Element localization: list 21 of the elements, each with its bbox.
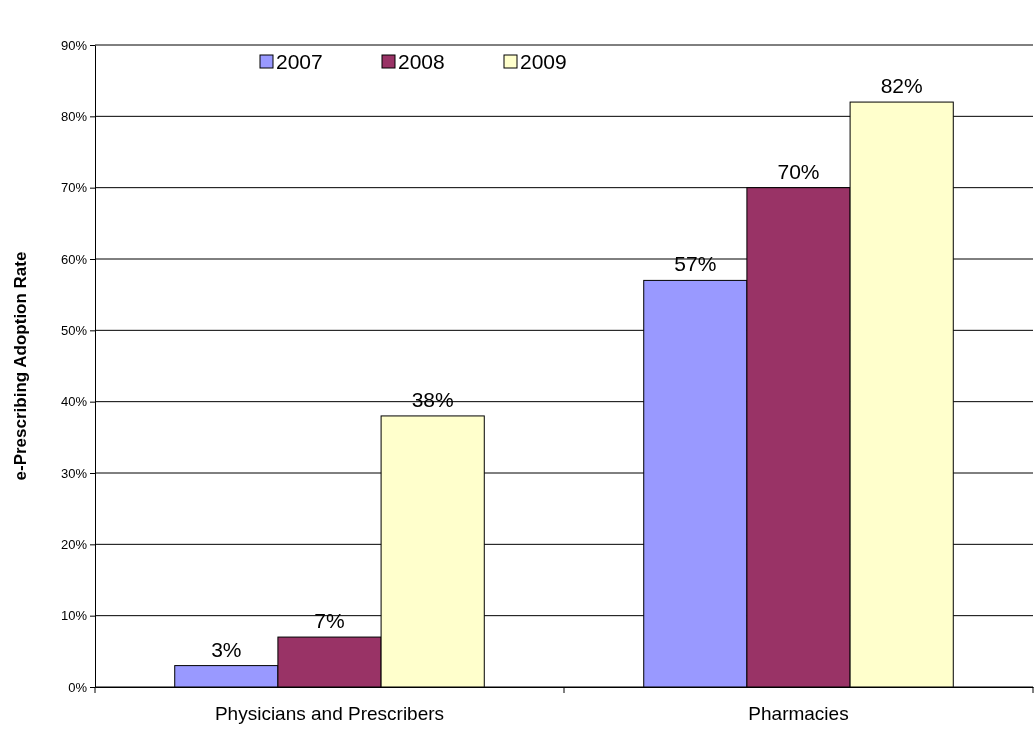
legend-label: 2008 <box>398 50 445 74</box>
y-tick-label: 60% <box>60 251 88 267</box>
legend-label: 2009 <box>520 50 567 74</box>
y-tick-label: 0% <box>68 679 88 695</box>
x-tick-label: Physicians and Prescribers <box>214 703 445 725</box>
y-tick-label: 40% <box>60 394 88 410</box>
y-axis-title: e-Prescribing Adoption Rate <box>10 251 30 481</box>
y-tick-label: 30% <box>60 465 88 481</box>
text: 70% <box>777 159 820 183</box>
y-tick-label: 80% <box>60 108 88 124</box>
y-tick-label: 90% <box>60 37 88 53</box>
x-tick-label: Pharmacies <box>748 703 849 725</box>
text: 7% <box>314 609 345 633</box>
text: 82% <box>880 74 923 98</box>
y-tick-label: 50% <box>60 322 88 338</box>
legend-label: 2007 <box>276 50 323 74</box>
text: 57% <box>674 252 717 276</box>
text: 3% <box>211 637 242 661</box>
y-tick-label: 70% <box>60 180 88 196</box>
y-tick-label: 10% <box>60 608 88 624</box>
y-tick-label: 20% <box>60 536 88 552</box>
